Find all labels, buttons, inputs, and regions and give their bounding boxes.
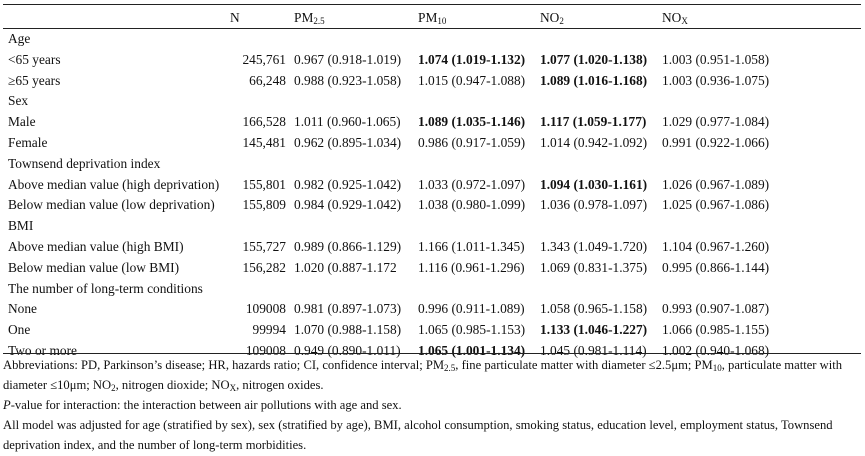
row-label: Two or more [8,343,77,358]
group-heading: BMI [8,218,34,234]
n-cell: 155,727 [242,239,286,254]
pm10-hr-cell: 1.116 (0.961-1.296) [418,259,525,275]
no2-hr-cell: 1.069 (0.831-1.375) [540,259,648,275]
pm10-hr-cell: 1.065 (1.001-1.134) [418,343,526,358]
nox-hr-cell: 0.991 (0.922-1.066) [662,135,770,150]
row-label: Male [8,114,36,130]
no2-hr-cell: 1.045 (0.981-1.114) [540,343,647,358]
pm10-hr-cell: 0.986 (0.917-1.059) [418,135,526,150]
row-label: <65 years [8,51,61,67]
no2-hr-cell: 1.094 (1.030-1.161) [540,176,648,192]
no2-hr-cell: 1.089 (1.016-1.168) [540,72,648,88]
no2-hr-cell: 1.058 (0.965-1.158) [540,301,648,317]
row-label: Below median value (low BMI) [8,259,180,275]
pm10-hr-cell: 0.996 (0.911-1.089) [418,301,525,317]
pm25-hr-cell: 0.981 (0.897-1.073) [294,301,402,317]
header-pm25: PM2.5 [294,10,325,26]
nox-hr-cell: 1.002 (0.940-1.068) [662,343,770,358]
pm25-hr-cell: 0.949 (0.890-1.011) [294,343,401,358]
nox-hr-cell: 1.003 (0.951-1.058) [662,51,770,67]
footnote-adjustment: All model was adjusted for age (stratifi… [3,418,833,452]
n-cell: 66,248 [249,72,286,88]
nox-hr-cell: 1.026 (0.967-1.089) [662,176,770,192]
pm10-hr-cell: 1.033 (0.972-1.097) [418,176,526,192]
row-label: Female [8,135,48,150]
header-n: N [230,10,240,25]
pm25-hr-cell: 1.011 (0.960-1.065) [294,114,401,130]
row-label: Below median value (low deprivation) [8,197,215,213]
footnote-abbreviations: Abbreviations: PD, Parkinson’s disease; … [3,358,843,393]
no2-hr-cell: 1.117 (1.059-1.177) [540,114,647,130]
no2-hr-cell: 1.133 (1.046-1.227) [540,322,648,338]
n-cell: 156,282 [242,259,286,275]
group-heading: Age [8,31,31,46]
n-cell: 109008 [245,301,286,317]
pm25-hr-cell: 0.967 (0.918-1.019) [294,51,402,67]
nox-hr-cell: 1.025 (0.967-1.086) [662,197,770,213]
nox-hr-cell: 1.066 (0.985-1.155) [662,322,770,338]
nox-hr-cell: 1.029 (0.977-1.084) [662,114,770,130]
n-cell: 155,801 [242,176,286,192]
pm10-hr-cell: 1.074 (1.019-1.132) [418,51,526,67]
n-cell: 99994 [252,322,286,338]
group-heading: Townsend deprivation index [8,155,161,171]
pm10-hr-cell: 1.166 (1.011-1.345) [418,239,525,254]
header-rule [3,28,861,29]
n-cell: 166,528 [242,114,286,130]
nox-hr-cell: 0.993 (0.907-1.087) [662,301,770,317]
pm10-hr-cell: 1.015 (0.947-1.088) [418,72,526,88]
footnotes: Abbreviations: PD, Parkinson’s disease; … [3,355,861,455]
row-label: One [8,322,31,338]
pm25-hr-cell: 1.020 (0.887-1.172 [294,259,397,275]
pm25-hr-cell: 0.988 (0.923-1.058) [294,72,402,88]
group-heading: Sex [8,93,29,109]
n-cell: 145,481 [242,135,286,150]
top-rule [3,4,861,5]
bottom-rule [3,353,861,354]
pm10-hr-cell: 1.089 (1.035-1.146) [418,114,526,130]
row-label: Above median value (high BMI) [8,239,184,254]
nox-hr-cell: 0.995 (0.866-1.144) [662,259,770,275]
no2-hr-cell: 1.036 (0.978-1.097) [540,197,648,213]
pm25-hr-cell: 0.984 (0.929-1.042) [294,197,402,213]
pm10-hr-cell: 1.065 (0.985-1.153) [418,322,526,338]
row-label: ≥65 years [8,72,61,88]
pm25-hr-cell: 0.989 (0.866-1.129) [294,239,402,254]
pm10-hr-cell: 1.038 (0.980-1.099) [418,197,526,213]
nox-hr-cell: 1.104 (0.967-1.260) [662,239,770,254]
pm25-hr-cell: 0.982 (0.925-1.042) [294,176,402,192]
no2-hr-cell: 1.343 (1.049-1.720) [540,239,648,254]
n-cell: 245,761 [242,51,286,67]
footnote-interaction: P-value for interaction: the interaction… [3,398,402,412]
nox-hr-cell: 1.003 (0.936-1.075) [662,72,770,88]
group-heading: The number of long-term conditions [8,280,203,296]
header-pm10: PM10 [418,10,447,26]
n-cell: 155,809 [242,197,286,213]
header-no2: NO2 [540,10,564,26]
pm25-hr-cell: 1.070 (0.988-1.158) [294,322,402,338]
row-label: None [8,301,38,317]
pm25-hr-cell: 0.962 (0.895-1.034) [294,135,402,150]
header-nox: NOX [662,10,688,26]
no2-hr-cell: 1.077 (1.020-1.138) [540,51,648,67]
no2-hr-cell: 1.014 (0.942-1.092) [540,135,648,150]
n-cell: 109008 [245,343,286,358]
row-label: Above median value (high deprivation) [8,176,220,192]
